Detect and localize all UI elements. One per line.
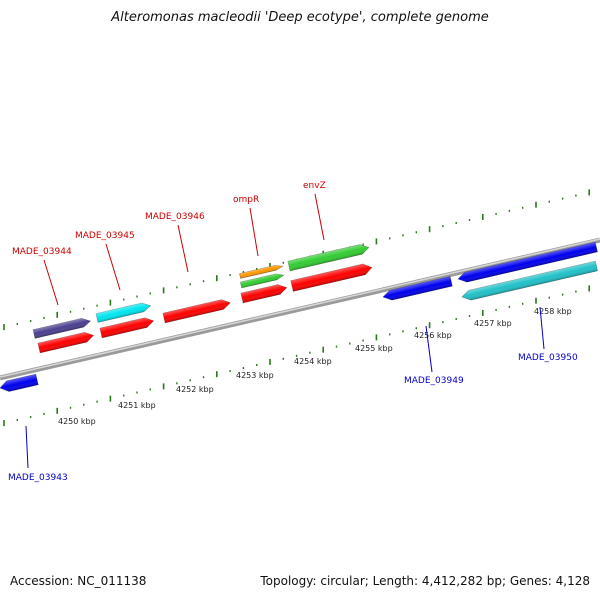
genome-stats-text: Topology: circular; Length: 4,412,282 bp… — [260, 574, 590, 588]
gene-shading — [240, 273, 284, 288]
gene-shading — [290, 263, 372, 292]
gene-arrow — [239, 265, 284, 279]
leader-line — [43, 259, 59, 306]
gene-label: MADE_03950 — [518, 353, 578, 363]
gene-shading — [162, 299, 231, 323]
genome-title: Alteromonas macleodii 'Deep ecotype', co… — [111, 10, 489, 25]
kbp-scale-labels: 4250 kbp 4251 kbp 4252 kbp 4253 kbp 4254 kbp… — [58, 307, 572, 426]
gene-shading — [37, 332, 94, 353]
gene-arrow — [99, 317, 155, 339]
gene-shading — [0, 374, 39, 392]
kbp-label: 4253 kbp — [236, 371, 274, 380]
gene-arrow — [240, 284, 288, 304]
leader-line — [25, 425, 29, 469]
leader-line — [539, 306, 545, 350]
gene-label: MADE_03949 — [404, 376, 464, 386]
gene-arrow — [37, 332, 95, 354]
label-leader-lines — [25, 193, 545, 469]
gene-arrow — [162, 299, 231, 324]
gene-arrow — [32, 318, 92, 339]
kbp-label: 4254 kbp — [294, 357, 332, 366]
kbp-label: 4256 kbp — [414, 331, 452, 340]
gene-label: MADE_03946 — [145, 212, 205, 222]
leader-line — [177, 224, 189, 273]
gene-arrow — [287, 244, 370, 272]
kbp-label: 4252 kbp — [176, 385, 214, 394]
leader-line — [105, 243, 121, 291]
gene-shading — [383, 276, 453, 301]
kbp-label: 4250 kbp — [58, 417, 96, 426]
gene-shading — [99, 317, 154, 338]
leader-line — [314, 193, 325, 241]
gene-arrow — [0, 373, 39, 392]
kbp-label: 4255 kbp — [355, 344, 393, 353]
gene-label: MADE_03945 — [75, 231, 135, 241]
gene-shading — [95, 303, 151, 323]
kbp-label: 4251 kbp — [118, 401, 156, 410]
gene-arrow — [457, 241, 598, 283]
gene-shading — [287, 244, 369, 271]
kbp-label: 4257 kbp — [474, 319, 512, 328]
leader-line — [249, 207, 259, 257]
gene-shading — [239, 265, 283, 279]
gene-arrow — [290, 263, 373, 292]
gene-arrow — [382, 276, 453, 301]
gene-arrow — [461, 260, 598, 301]
backbone-highlight — [0, 238, 600, 378]
accession-text: Accession: NC_011138 — [10, 574, 147, 588]
kbp-label: 4258 kbp — [534, 307, 572, 316]
gene-shading — [240, 284, 287, 303]
gene-shading — [32, 318, 91, 339]
gene-label: MADE_03944 — [12, 247, 72, 257]
backbone-line — [0, 237, 600, 381]
lower-tick-track — [3, 285, 591, 427]
gene-shading — [462, 261, 598, 301]
leader-line — [425, 325, 433, 373]
gene-features — [0, 241, 598, 392]
gene-arrow — [239, 273, 285, 289]
gene-label: ompR — [233, 195, 259, 205]
gene-shading — [458, 242, 598, 283]
gene-label: MADE_03943 — [8, 473, 68, 483]
gene-arrow — [95, 302, 152, 323]
gene-label: envZ — [303, 181, 326, 191]
